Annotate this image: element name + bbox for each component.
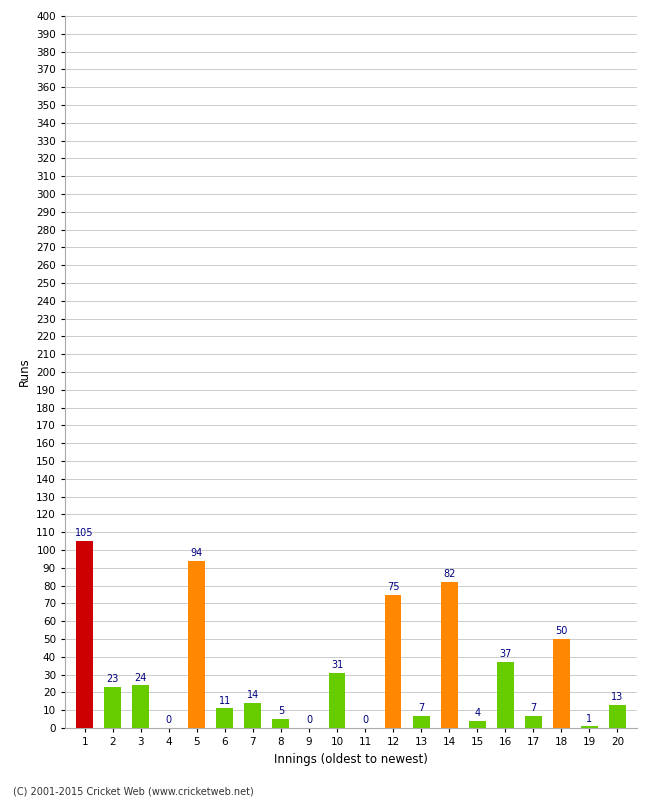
Bar <box>272 719 289 728</box>
Text: 0: 0 <box>166 715 172 726</box>
Bar <box>497 662 514 728</box>
Bar <box>609 705 626 728</box>
Text: 13: 13 <box>611 692 623 702</box>
Text: 50: 50 <box>555 626 567 636</box>
Text: 0: 0 <box>362 715 368 726</box>
Text: 11: 11 <box>218 696 231 706</box>
Bar <box>525 715 541 728</box>
Bar <box>188 561 205 728</box>
Text: 1: 1 <box>586 714 592 723</box>
Bar <box>469 721 486 728</box>
Bar <box>581 726 598 728</box>
Bar <box>216 709 233 728</box>
Text: 7: 7 <box>530 703 536 713</box>
Bar <box>133 686 149 728</box>
Bar <box>441 582 458 728</box>
Text: 4: 4 <box>474 708 480 718</box>
Text: 31: 31 <box>331 660 343 670</box>
Bar <box>104 687 121 728</box>
Bar <box>328 673 345 728</box>
Bar <box>553 639 569 728</box>
Bar <box>385 594 402 728</box>
Text: 23: 23 <box>107 674 119 684</box>
Bar <box>76 541 93 728</box>
Bar <box>244 703 261 728</box>
Text: 0: 0 <box>306 715 312 726</box>
Text: 75: 75 <box>387 582 399 592</box>
Text: 82: 82 <box>443 570 455 579</box>
Bar <box>413 715 430 728</box>
Text: 105: 105 <box>75 529 94 538</box>
Text: 94: 94 <box>190 548 203 558</box>
Text: (C) 2001-2015 Cricket Web (www.cricketweb.net): (C) 2001-2015 Cricket Web (www.cricketwe… <box>13 786 254 796</box>
Text: 5: 5 <box>278 706 284 717</box>
Y-axis label: Runs: Runs <box>18 358 31 386</box>
Text: 24: 24 <box>135 673 147 682</box>
X-axis label: Innings (oldest to newest): Innings (oldest to newest) <box>274 753 428 766</box>
Text: 14: 14 <box>247 690 259 701</box>
Text: 7: 7 <box>418 703 424 713</box>
Text: 37: 37 <box>499 650 512 659</box>
